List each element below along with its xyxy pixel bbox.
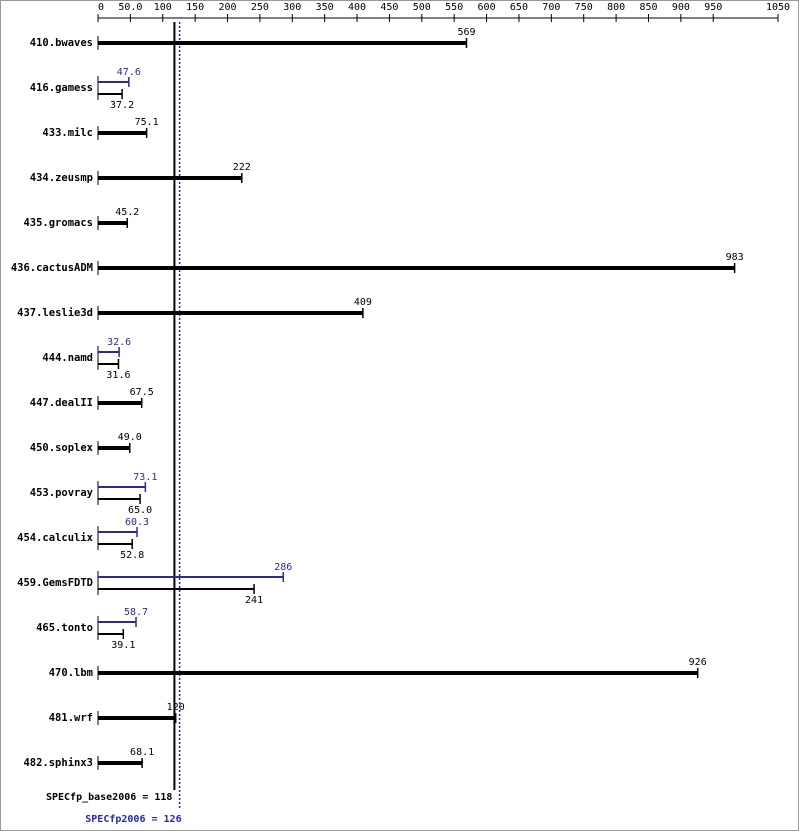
bar [98, 131, 147, 135]
value-label: 65.0 [128, 505, 152, 516]
bar [98, 311, 363, 315]
category-label: 465.tonto [36, 622, 93, 634]
category-label: 470.lbm [49, 667, 93, 679]
bar [98, 543, 133, 545]
value-label: 409 [354, 297, 372, 308]
value-label: 120 [167, 702, 185, 713]
category-label: 436.cactusADM [11, 262, 93, 274]
x-tick-label: 650 [510, 2, 528, 13]
x-tick-label: 400 [348, 2, 366, 13]
category-label: 450.soplex [30, 442, 94, 454]
value-label: 52.8 [120, 550, 144, 561]
x-tick-label: 300 [283, 2, 301, 13]
x-tick-label: 750 [575, 2, 593, 13]
value-label: 60.3 [125, 517, 149, 528]
bar [98, 266, 735, 270]
value-label: 222 [233, 162, 251, 173]
value-label: 569 [457, 27, 475, 38]
bar [98, 531, 138, 533]
value-label: 39.1 [111, 640, 135, 651]
x-tick-label: 200 [218, 2, 236, 13]
bar [98, 633, 124, 635]
x-tick-label: 900 [672, 2, 690, 13]
category-label: 410.bwaves [30, 37, 93, 49]
category-label: 459.GemsFDTD [17, 577, 93, 589]
value-label: 926 [689, 657, 707, 668]
value-label: 45.2 [115, 207, 139, 218]
category-label: 453.povray [30, 487, 94, 499]
value-label: 75.1 [135, 117, 159, 128]
bar [98, 498, 141, 500]
bar [98, 81, 129, 83]
category-label: 434.zeusmp [30, 172, 93, 184]
value-label: 286 [274, 562, 292, 573]
bar [98, 621, 137, 623]
bar [98, 761, 143, 765]
value-label: 67.5 [130, 387, 154, 398]
x-tick-label: 250 [251, 2, 269, 13]
value-label: 47.6 [117, 67, 141, 78]
bar [98, 93, 123, 95]
summary-label: SPECfp_base2006 = 118 [46, 792, 172, 803]
x-tick-label: 1050 [766, 2, 790, 13]
value-label: 983 [726, 252, 744, 263]
bar [98, 576, 284, 578]
value-label: 58.7 [124, 607, 148, 618]
x-tick-label: 350 [316, 2, 334, 13]
bar [98, 363, 119, 365]
bar [98, 588, 255, 590]
bar [98, 486, 146, 488]
x-tick-label: 100 [154, 2, 172, 13]
x-tick-label: 550 [445, 2, 463, 13]
x-tick-label: 850 [639, 2, 657, 13]
bar [98, 671, 698, 675]
bar [98, 41, 467, 45]
category-label: 433.milc [42, 127, 93, 139]
category-label: 416.gamess [30, 82, 93, 94]
bar [98, 351, 120, 353]
value-label: 73.1 [133, 472, 157, 483]
value-label: 49.0 [118, 432, 142, 443]
bar [98, 176, 242, 180]
x-tick-label: 800 [607, 2, 625, 13]
x-tick-label: 500 [413, 2, 431, 13]
x-tick-label: 150 [186, 2, 204, 13]
value-label: 31.6 [106, 370, 130, 381]
x-tick-label: 0 [98, 2, 104, 13]
category-label: 444.namd [42, 352, 93, 364]
category-label: 482.sphinx3 [23, 757, 93, 769]
bar [98, 446, 130, 450]
category-label: 447.dealII [30, 397, 93, 409]
value-label: 37.2 [110, 100, 134, 111]
bar [98, 401, 142, 405]
value-label: 241 [245, 595, 263, 606]
bar [98, 716, 176, 720]
x-tick-label: 600 [478, 2, 496, 13]
bar [98, 221, 128, 225]
summary-label: SPECfp2006 = 126 [85, 814, 181, 825]
category-label: 435.gromacs [23, 217, 93, 229]
x-tick-label: 450 [380, 2, 398, 13]
category-label: 454.calculix [17, 532, 94, 544]
category-label: 481.wrf [49, 712, 93, 724]
x-tick-label: 950 [704, 2, 722, 13]
category-label: 437.leslie3d [17, 307, 93, 319]
value-label: 68.1 [130, 747, 154, 758]
x-tick-label: 50.0 [118, 2, 142, 13]
x-tick-label: 700 [542, 2, 560, 13]
value-label: 32.6 [107, 337, 131, 348]
